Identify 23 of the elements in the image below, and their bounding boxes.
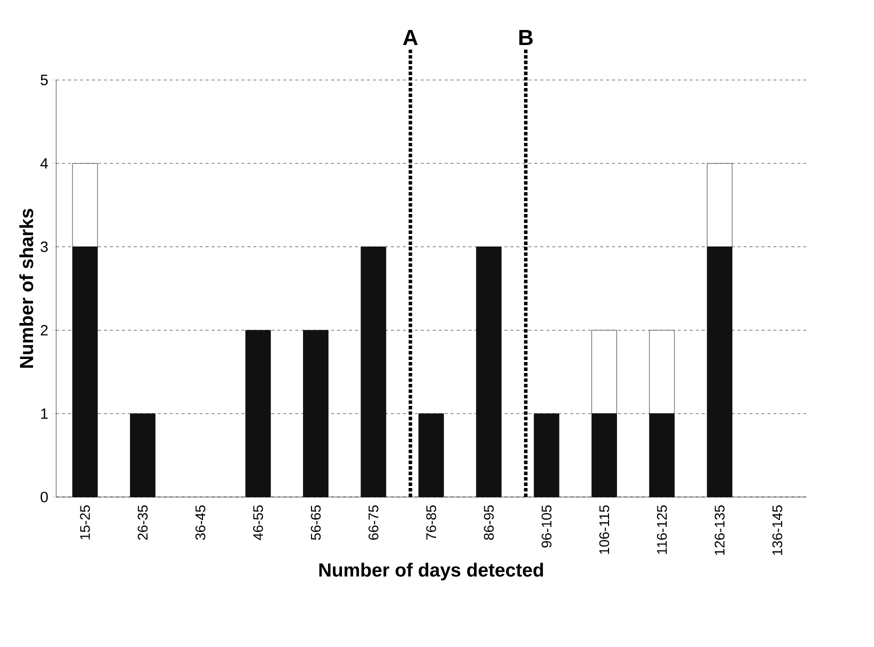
x-tick-label: 15-25: [80, 505, 90, 540]
ref-line-label: B: [519, 30, 533, 46]
x-tick-label: 56-65: [310, 505, 321, 540]
y-tick-label: 0: [40, 492, 48, 502]
x-tick-label: 96-105: [542, 505, 552, 548]
x-tick-label: 136-145: [772, 505, 782, 555]
y-tick-label: 3: [40, 242, 48, 252]
y-axis-title: Number of sharks: [19, 208, 34, 368]
y-tick-label: 1: [41, 408, 48, 419]
x-tick-label: 26-35: [138, 505, 148, 540]
y-tick-label: 4: [40, 158, 48, 169]
y-tick-label: 5: [40, 74, 48, 86]
ref-line-label: A: [403, 30, 418, 46]
x-tick-label: 106-115: [599, 505, 610, 554]
x-tick-label: 76-85: [426, 505, 436, 540]
x-tick-label: 116-125: [656, 505, 667, 554]
x-tick-label: 46-55: [253, 505, 264, 540]
x-tick-label: 66-75: [368, 505, 378, 540]
x-tick-label: 86-95: [484, 505, 494, 540]
x-tick-label: 36-45: [195, 505, 206, 540]
y-tick-label: 2: [40, 324, 48, 336]
x-tick-label: 126-135: [714, 505, 725, 555]
x-axis-title: Number of days detected: [319, 562, 543, 580]
